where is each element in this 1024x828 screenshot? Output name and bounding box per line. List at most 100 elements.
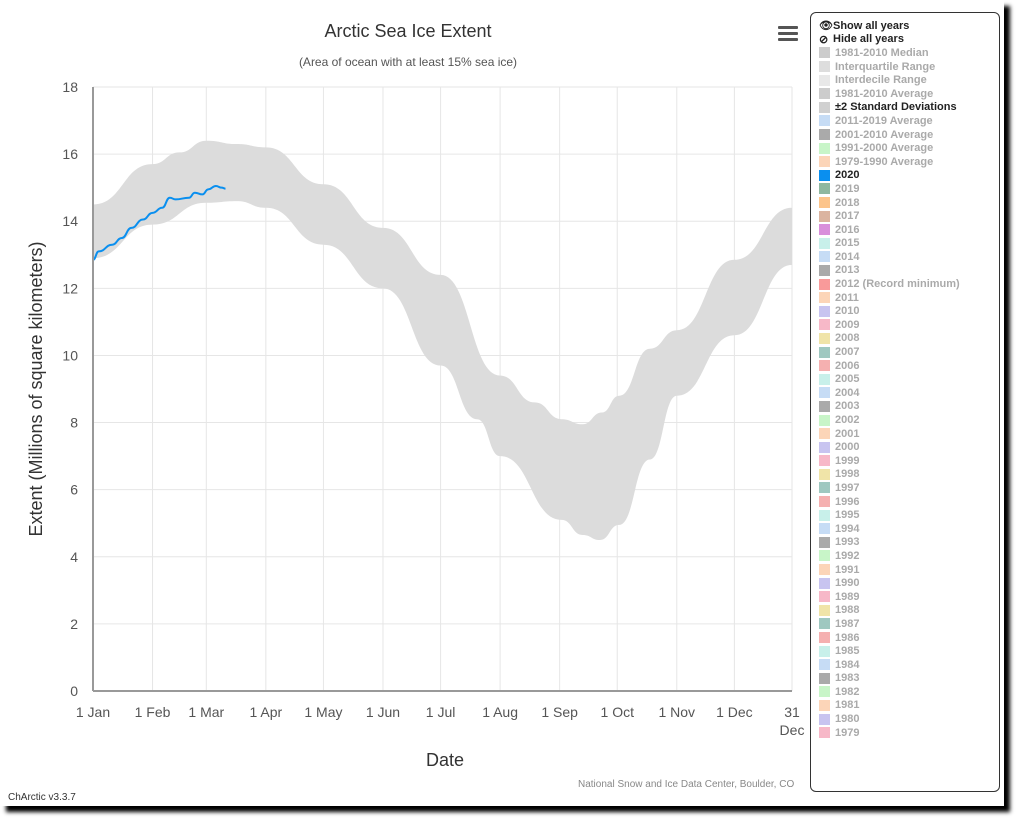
legend-label: 2006 bbox=[835, 359, 860, 372]
show-all-years-button[interactable]: 👁 Show all years bbox=[819, 19, 910, 33]
legend-item[interactable]: 1995 bbox=[811, 508, 999, 522]
legend-item[interactable]: ±2 Standard Deviations bbox=[811, 101, 999, 115]
legend-label: 2009 bbox=[835, 318, 860, 331]
legend-label: 1979-1990 Average bbox=[835, 155, 934, 168]
legend-swatch bbox=[819, 292, 830, 304]
legend-label: 2012 (Record minimum) bbox=[835, 278, 960, 291]
x-tick-label: 1 Jun bbox=[366, 704, 400, 720]
legend-item[interactable]: 1983 bbox=[811, 672, 999, 686]
legend-swatch bbox=[819, 346, 830, 358]
legend-item[interactable]: 1979-1990 Average bbox=[811, 155, 999, 169]
legend-label: 1992 bbox=[835, 549, 860, 562]
legend-item[interactable]: 2018 bbox=[811, 196, 999, 210]
y-tick-label: 10 bbox=[62, 347, 78, 363]
legend-swatch bbox=[819, 224, 830, 236]
legend-item[interactable]: 1980 bbox=[811, 712, 999, 726]
legend-item[interactable]: 2019 bbox=[811, 182, 999, 196]
legend-item[interactable]: Interquartile Range bbox=[811, 60, 999, 74]
legend-item[interactable]: 2020 bbox=[811, 169, 999, 183]
legend-item[interactable]: 2011-2019 Average bbox=[811, 114, 999, 128]
legend-item[interactable]: 2008 bbox=[811, 332, 999, 346]
legend-item[interactable]: Interdecile Range bbox=[811, 73, 999, 87]
x-tick-label: 31 Dec bbox=[780, 704, 805, 738]
legend-item[interactable]: 2002 bbox=[811, 413, 999, 427]
legend-item[interactable]: 2015 bbox=[811, 237, 999, 251]
legend-panel: 👁 Show all years ⊘ Hide all years 1981-201… bbox=[810, 12, 1000, 792]
legend-item[interactable]: 1981-2010 Average bbox=[811, 87, 999, 101]
series-line-2020[interactable] bbox=[92, 184, 226, 261]
legend-item[interactable]: 2010 bbox=[811, 304, 999, 318]
legend-label: 2011-2019 Average bbox=[835, 114, 933, 127]
legend-item[interactable]: 2009 bbox=[811, 318, 999, 332]
legend-swatch bbox=[819, 523, 830, 535]
legend-item[interactable]: 1997 bbox=[811, 481, 999, 495]
legend-item[interactable]: 2001-2010 Average bbox=[811, 128, 999, 142]
legend-label: 2000 bbox=[835, 441, 860, 454]
legend-item[interactable]: 1986 bbox=[811, 631, 999, 645]
chart-subtitle: (Area of ocean with at least 15% sea ice… bbox=[299, 55, 517, 69]
legend-item[interactable]: 1981 bbox=[811, 699, 999, 713]
legend-swatch bbox=[819, 156, 830, 168]
legend-swatch bbox=[819, 591, 830, 603]
legend-label: 1990 bbox=[835, 577, 860, 590]
legend-swatch bbox=[819, 101, 830, 113]
legend-item[interactable]: 2011 bbox=[811, 291, 999, 305]
legend-label: 2019 bbox=[835, 182, 860, 195]
legend-item[interactable]: 2003 bbox=[811, 400, 999, 414]
legend-item[interactable]: 1981-2010 Median bbox=[811, 46, 999, 60]
chart-title: Arctic Sea Ice Extent bbox=[324, 21, 491, 41]
legend-item[interactable]: 2005 bbox=[811, 372, 999, 386]
legend-item[interactable]: 2007 bbox=[811, 345, 999, 359]
legend-swatch bbox=[819, 455, 830, 467]
legend-item[interactable]: 1998 bbox=[811, 468, 999, 482]
legend-item[interactable]: 2013 bbox=[811, 264, 999, 278]
legend-label: 1984 bbox=[835, 658, 860, 671]
legend-label: 2020 bbox=[835, 169, 860, 182]
x-tick-label: 1 Mar bbox=[188, 704, 224, 720]
legend-item[interactable]: 1984 bbox=[811, 658, 999, 672]
x-tick-label: 1 Oct bbox=[601, 704, 635, 720]
legend-item[interactable]: 1991 bbox=[811, 563, 999, 577]
legend-label: 2013 bbox=[835, 264, 860, 277]
legend-swatch bbox=[819, 278, 830, 290]
legend-item[interactable]: 1988 bbox=[811, 604, 999, 618]
legend-item[interactable]: 1993 bbox=[811, 536, 999, 550]
x-tick-label: 1 Feb bbox=[135, 704, 171, 720]
y-axis-label: Extent (Millions of square kilometers) bbox=[26, 241, 46, 536]
chart-menu-button[interactable] bbox=[778, 26, 798, 42]
legend-swatch bbox=[819, 169, 830, 181]
legend-item[interactable]: 1991-2000 Average bbox=[811, 141, 999, 155]
y-tick-label: 12 bbox=[62, 280, 78, 296]
legend-item[interactable]: 2014 bbox=[811, 250, 999, 264]
y-tick-label: 0 bbox=[70, 683, 78, 699]
legend-item[interactable]: 2016 bbox=[811, 223, 999, 237]
x-tick-label: 1 Jan bbox=[76, 704, 110, 720]
legend-item[interactable]: 1992 bbox=[811, 549, 999, 563]
legend-item[interactable]: 1989 bbox=[811, 590, 999, 604]
legend-item[interactable]: 1990 bbox=[811, 576, 999, 590]
legend-swatch bbox=[819, 360, 830, 372]
legend-item[interactable]: 1994 bbox=[811, 522, 999, 536]
legend-item[interactable]: 1999 bbox=[811, 454, 999, 468]
legend-item[interactable]: 2000 bbox=[811, 440, 999, 454]
legend-item[interactable]: 1979 bbox=[811, 726, 999, 740]
legend-item[interactable]: 1985 bbox=[811, 644, 999, 658]
legend-label: 1991-2000 Average bbox=[835, 142, 934, 155]
legend-swatch bbox=[819, 264, 830, 276]
legend-swatch bbox=[819, 197, 830, 209]
legend-item[interactable]: 1982 bbox=[811, 685, 999, 699]
legend-item[interactable]: 2017 bbox=[811, 209, 999, 223]
legend-item[interactable]: 1987 bbox=[811, 617, 999, 631]
legend-item[interactable]: 2012 (Record minimum) bbox=[811, 277, 999, 291]
legend-item[interactable]: 2004 bbox=[811, 386, 999, 400]
chart-container: 0 2 4 6 8 10 12 14 16 18 1 Jan 1 Feb 1 Mar 1 Apr 1 May… bbox=[8, 12, 1000, 803]
legend-item[interactable]: 1996 bbox=[811, 495, 999, 509]
hide-all-years-button[interactable]: ⊘ Hide all years bbox=[819, 33, 904, 46]
legend-swatch bbox=[819, 699, 830, 711]
legend-swatch bbox=[819, 577, 830, 589]
x-tick-label: 1 Sep bbox=[541, 704, 578, 720]
legend-item[interactable]: 2001 bbox=[811, 427, 999, 441]
legend-label: Interdecile Range bbox=[835, 74, 927, 87]
legend-item[interactable]: 2006 bbox=[811, 359, 999, 373]
legend-swatch bbox=[819, 115, 830, 127]
